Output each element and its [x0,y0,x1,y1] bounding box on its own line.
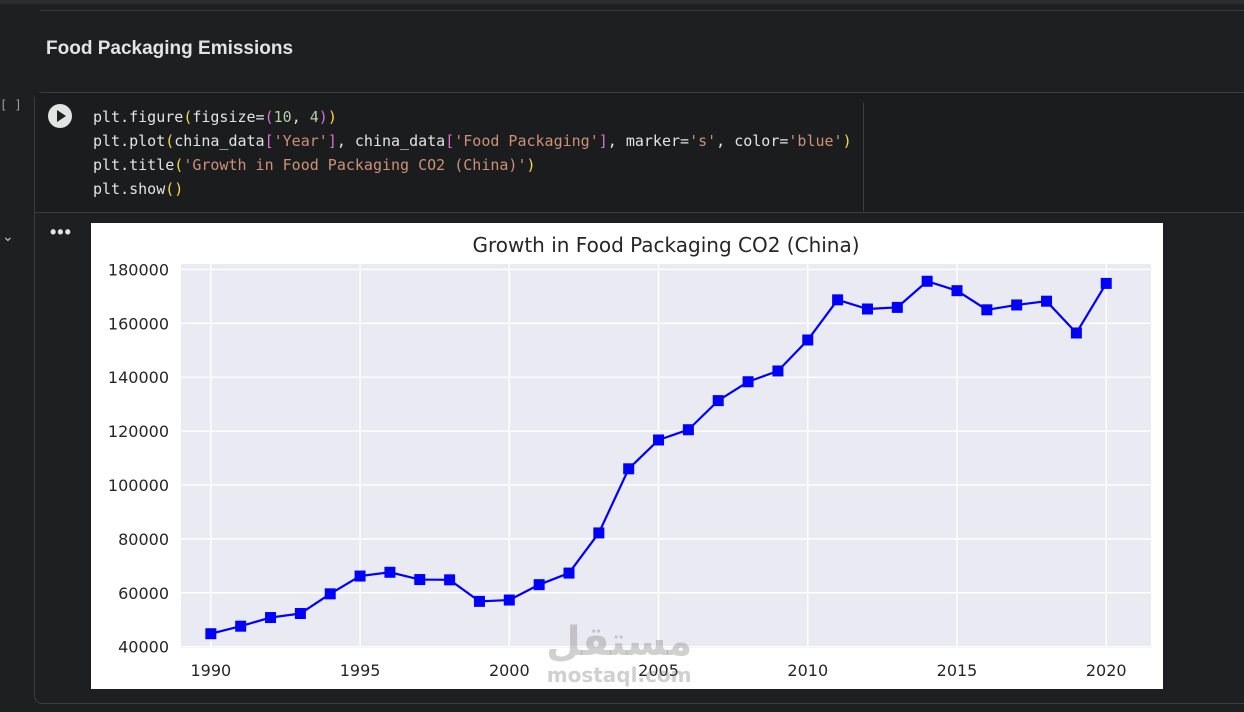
code-token: ( [183,108,193,126]
data-point-marker [1100,277,1112,289]
x-tick-label: 2015 [937,661,978,680]
data-point-marker [981,304,993,316]
code-token: ( [264,108,274,126]
code-token: 'Year' [273,132,328,150]
y-tick-label: 40000 [118,638,169,657]
data-point-marker [533,579,545,591]
watermark-logo-text: مستقل [546,619,693,665]
code-token: [ [264,132,274,150]
data-point-marker [832,294,844,306]
code-token: ( [165,132,175,150]
data-point-marker [623,463,635,475]
chart-title: Growth in Food Packaging CO2 (China) [472,233,859,257]
watermark: مستقل mostaql.com [546,620,692,686]
collapse-output-icon[interactable]: ⌄ [2,228,14,244]
x-tick-label: 1990 [190,661,231,680]
data-point-marker [772,365,784,377]
x-tick-label: 2010 [787,661,828,680]
code-token: ( [174,156,184,174]
cell-divider [35,212,1244,213]
output-more-button[interactable]: ••• [50,222,72,242]
code-editor[interactable] [35,93,1244,213]
code-token: 4 [309,108,319,126]
run-cell-button[interactable] [48,104,72,128]
top-divider [40,10,1244,11]
execution-count: [ ] [0,98,22,112]
x-tick-label: 1995 [340,661,381,680]
data-point-marker [265,612,277,624]
line-chart: 40000 60000 80000 100000 120000 140000 160000 1… [108,233,1151,680]
data-point-marker [1011,299,1023,311]
ruler-line [863,103,864,211]
section-title: Food Packaging Emissions [46,38,294,59]
top-bar [0,0,1244,4]
data-point-marker [205,628,217,640]
code-line: plt.title('Growth in Food Packaging CO2 … [93,153,852,177]
code-line: plt.figure(figsize=(10, 4)) [93,105,852,129]
play-icon [57,110,66,122]
data-point-marker [294,608,306,620]
code-token: 10 [273,108,292,126]
data-point-marker [503,594,515,606]
code-token: () [165,180,184,198]
code-token: figsize= [192,108,265,126]
data-point-marker [742,376,754,388]
code-token: plt.show [93,180,166,198]
y-tick-label: 80000 [118,530,169,549]
data-point-marker [593,527,605,539]
code-line: plt.show() [93,177,852,201]
data-point-marker [414,574,426,586]
data-point-marker [324,588,336,600]
code-token: plt.figure [93,108,184,126]
code-text[interactable]: plt.figure(figsize=(10, 4)) plt.plot(chin… [93,105,852,201]
data-point-marker [921,275,933,287]
code-token: , marker= [607,132,690,150]
data-point-marker [951,285,963,297]
code-token: plt.title [93,156,175,174]
y-tick-label: 120000 [108,422,169,441]
code-token: , china_data [336,132,446,150]
y-tick-label: 160000 [108,314,169,333]
data-point-marker [712,395,724,407]
code-token: ) [842,132,852,150]
data-point-marker [384,566,396,578]
code-token: plt.plot [93,132,166,150]
code-token: 'blue' [788,132,843,150]
code-token: 's' [689,132,717,150]
x-tick-label: 2000 [489,661,530,680]
code-token: ] [598,132,608,150]
data-point-marker [354,570,366,582]
data-point-marker [444,574,456,586]
data-point-marker [802,334,814,346]
data-point-marker [653,434,665,446]
data-point-marker [891,301,903,313]
code-token: , [291,108,310,126]
y-tick-label: 140000 [108,368,169,387]
data-point-marker [861,303,873,315]
code-token: ] [327,132,337,150]
plot-area [181,264,1151,648]
x-tick-label: 2020 [1086,661,1127,680]
chart-figure: 40000 60000 80000 100000 120000 140000 160000 1… [91,223,1163,689]
code-token: china_data [174,132,265,150]
y-tick-label: 100000 [108,476,169,495]
data-point-marker [1070,327,1082,339]
code-token: 'Growth in Food Packaging CO2 (China)' [183,156,527,174]
data-point-marker [235,620,247,632]
data-point-marker [563,567,575,579]
data-point-marker [1041,295,1053,307]
code-line: plt.plot(china_data['Year'], china_data[… [93,129,852,153]
x-tick-label: 2005 [638,661,679,680]
code-token: 'Food Packaging' [454,132,599,150]
watermark-url: mostaql.com [546,663,692,687]
y-tick-label: 180000 [108,260,169,279]
code-token: [ [445,132,455,150]
data-point-marker [473,595,485,607]
data-point-marker [682,424,694,436]
code-token: ) [327,108,337,126]
code-token: , color= [716,132,789,150]
code-token: ) [526,156,536,174]
y-tick-label: 60000 [118,584,169,603]
code-token: ) [318,108,328,126]
